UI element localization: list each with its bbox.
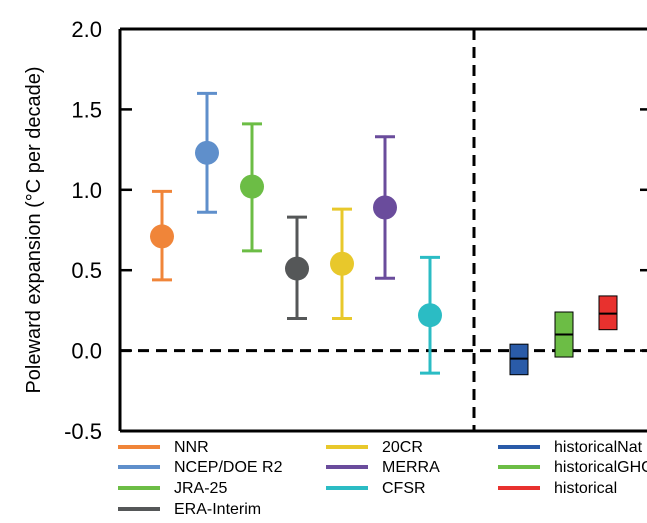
legend-item-jra-25: JRA-25 xyxy=(118,480,227,497)
point-marker xyxy=(418,303,442,328)
legend-label: historical xyxy=(554,480,617,497)
legend-label: MERRA xyxy=(382,459,440,476)
legend-label: NCEP/DOE R2 xyxy=(174,459,283,476)
box-historicalghg xyxy=(554,311,574,358)
point-marker xyxy=(195,140,219,165)
box-historicalnat xyxy=(509,343,529,376)
point-jra-25 xyxy=(240,122,264,253)
legend-label: ERA-Interim xyxy=(174,501,261,518)
point-20cr xyxy=(330,207,354,320)
point-marker xyxy=(373,195,397,220)
point-marker xyxy=(240,174,264,199)
y-tick-label: 2.0 xyxy=(71,17,102,42)
point-ncep-doe-r2 xyxy=(195,91,219,214)
legend-item-merra: MERRA xyxy=(326,459,440,476)
legend-label: JRA-25 xyxy=(174,480,227,497)
y-tick-label: 0.5 xyxy=(71,258,102,283)
legend-label: historicalNat xyxy=(554,439,643,456)
point-era-interim xyxy=(285,215,309,320)
axes: 2.0 1.5 1.0 0.5 0.0 -0.5 xyxy=(64,17,647,444)
legend-label: CFSR xyxy=(382,480,426,497)
legend-label: 20CR xyxy=(382,439,423,456)
legend-item-ncep-doe-r2: NCEP/DOE R2 xyxy=(118,459,283,476)
legend-item-era-interim: ERA-Interim xyxy=(118,501,261,518)
legend-label: historicalGHG xyxy=(554,459,647,476)
legend-item-cfsr: CFSR xyxy=(326,480,426,497)
point-marker xyxy=(330,251,354,276)
y-tick-label: 0.0 xyxy=(71,339,102,364)
legend-item-20cr: 20CR xyxy=(326,439,423,456)
legend-item-historicalghg: historicalGHG xyxy=(498,459,647,476)
point-merra xyxy=(373,135,397,280)
y-tick-label: 1.5 xyxy=(71,97,102,122)
legend-item-nnr: NNR xyxy=(118,439,209,456)
legend-item-historicalnat: historicalNat xyxy=(498,439,643,456)
legend: NNR NCEP/DOE R2 JRA-25 ERA-Interim 20CR MERRA… xyxy=(118,439,647,518)
legend-item-historical: historical xyxy=(498,480,617,497)
point-marker xyxy=(150,224,174,249)
y-tick-label: 1.0 xyxy=(71,178,102,203)
legend-label: NNR xyxy=(174,439,209,456)
point-marker xyxy=(285,256,309,281)
point-nnr xyxy=(150,189,174,282)
box-historical xyxy=(598,295,618,331)
y-tick-label: -0.5 xyxy=(64,419,102,444)
point-cfsr xyxy=(418,255,442,375)
marks xyxy=(150,91,618,376)
y-axis-title: Poleward expansion (°C per decade) xyxy=(23,66,45,393)
